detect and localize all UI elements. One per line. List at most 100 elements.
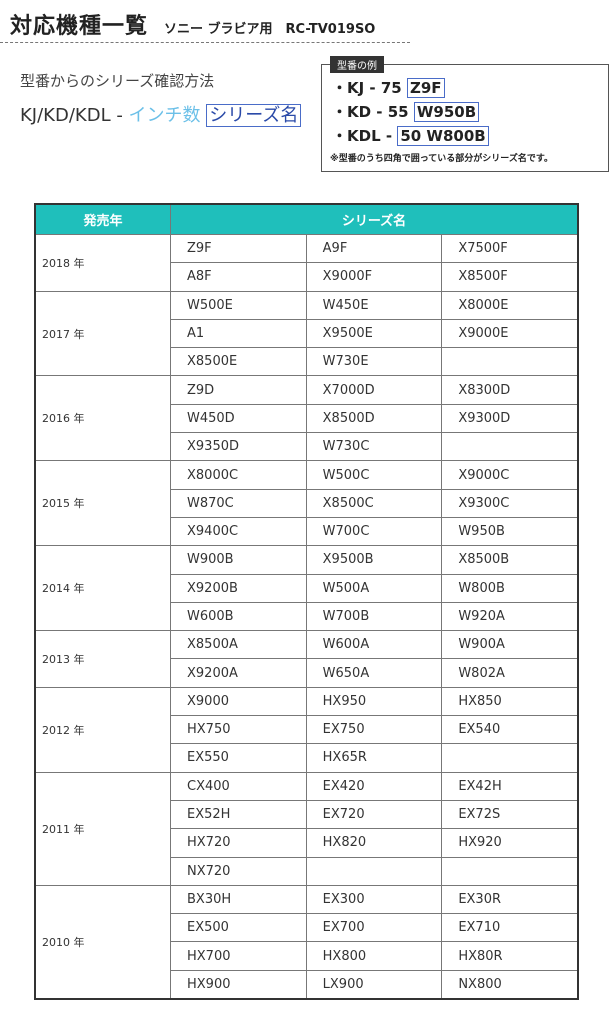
- example-prefix: ・KD - 55: [332, 103, 414, 121]
- example-note: ※型番のうち四角で囲っている部分がシリーズ名です。: [330, 154, 553, 164]
- table-row: 2016 年 Z9D X7000D X8300D: [34, 375, 579, 462]
- example-tag: 型番の例: [330, 56, 384, 73]
- table-row: EX500 EX700 EX710: [35, 913, 579, 943]
- series-cell: EX720: [305, 799, 443, 830]
- series-cell: W730E: [305, 347, 443, 377]
- example-series: W950B: [413, 102, 480, 122]
- page-title: 対応機種一覧: [10, 14, 149, 39]
- series-cell: EX540: [441, 715, 579, 745]
- series-cell: LX900: [305, 969, 443, 1000]
- series-cell: [441, 347, 579, 377]
- table-row: X9350D W730C: [35, 432, 579, 462]
- series-cell: EX750: [305, 715, 443, 745]
- series-cell: X7500F: [441, 233, 579, 264]
- series-cell: X9300C: [441, 488, 579, 518]
- table-row: 2017 年 W500E W450E X8000E: [34, 290, 579, 377]
- series-cell: W450D: [170, 403, 307, 434]
- series-cell: X9500E: [305, 318, 443, 349]
- series-cell: EX72S: [441, 799, 579, 830]
- series-cell: X9000E: [441, 318, 579, 349]
- table-row: EX52H EX720 EX72S: [35, 799, 579, 830]
- series-cell: A8F: [170, 262, 307, 292]
- example-box: 型番の例 ・KJ - 75 Z9F ・KD - 55 W950B ・KDL - …: [321, 56, 609, 172]
- series-cell: X8500D: [305, 403, 443, 434]
- series-cell: HX80R: [441, 941, 579, 971]
- table-row: X8500E W730E: [35, 347, 579, 377]
- table-row: 2014 年 W900B X9500B X8500B: [34, 545, 579, 632]
- table-row: HX750 EX750 EX540: [35, 715, 579, 745]
- series-cell: W500A: [305, 573, 443, 603]
- series-cell: HX65R: [305, 743, 443, 773]
- table-row: 2011 年 CX400 EX420 EX42H: [34, 771, 579, 886]
- series-cell: X8500A: [170, 630, 307, 660]
- series-cell: W730C: [305, 432, 443, 462]
- series-cell: BX30H: [170, 884, 307, 915]
- series-cell: HX820: [305, 828, 443, 858]
- series-cell: W600A: [305, 630, 443, 660]
- series-cell: X9200B: [170, 573, 307, 603]
- series-cell: EX30R: [441, 884, 579, 915]
- series-cell: X8300D: [441, 375, 579, 405]
- table-row: 2013 年 X8500A W600A W900A: [34, 630, 579, 688]
- year-cell: 2017 年: [34, 290, 171, 377]
- series-cell: HX700: [170, 941, 307, 971]
- series-cell: HX720: [170, 828, 307, 858]
- series-cell: X9500B: [305, 545, 443, 575]
- year-cell: 2012 年: [34, 686, 171, 773]
- series-cell: NX720: [170, 856, 307, 886]
- series-cell: Z9D: [170, 375, 307, 405]
- table-row: W600B W700B W920A: [35, 601, 579, 632]
- series-cell: EX300: [305, 884, 443, 915]
- format-series: シリーズ名: [206, 104, 302, 127]
- series-cell: [305, 856, 443, 886]
- series-cell: W450E: [305, 290, 443, 320]
- example-line: ・KJ - 75 Z9F: [332, 77, 445, 98]
- series-cell: EX500: [170, 913, 307, 943]
- table-row: HX700 HX800 HX80R: [35, 941, 579, 971]
- series-cell: EX700: [305, 913, 443, 943]
- series-cell: HX850: [441, 686, 579, 717]
- series-cell: X8000C: [170, 460, 307, 490]
- series-cell: [441, 432, 579, 462]
- page-subtitle: ソニー ブラビア用 RC-TV019SO: [164, 22, 376, 37]
- series-cell: A9F: [305, 233, 443, 264]
- compatibility-table: 発売年 シリーズ名 2018 年 Z9F A9F X7500F A8F X9000F X85…: [34, 203, 579, 1001]
- table-row: 2010 年 BX30H EX300 EX30R: [34, 884, 579, 1000]
- year-cell: 2018 年: [34, 234, 171, 292]
- series-cell: W802A: [441, 658, 579, 688]
- series-cell: X7000D: [305, 375, 443, 405]
- table-row: W870C X8500C X9300C: [35, 488, 579, 518]
- table-row: NX720: [35, 856, 579, 886]
- series-cell: W700B: [305, 601, 443, 632]
- series-cell: W900B: [170, 545, 307, 575]
- series-cell: HX750: [170, 715, 307, 745]
- format-prefix: KJ/KD/KDL -: [20, 105, 129, 126]
- series-cell: X9200A: [170, 658, 307, 688]
- series-cell: W900A: [441, 630, 579, 660]
- table-row: 2012 年 X9000 HX950 HX850: [34, 686, 579, 773]
- series-cell: W950B: [441, 516, 579, 547]
- series-cell: W920A: [441, 601, 579, 632]
- table-row: HX900 LX900 NX800: [35, 969, 579, 1000]
- dotted-divider: [0, 42, 410, 43]
- table-row: 2015 年 X8000C W500C X9000C: [34, 460, 579, 547]
- series-cell: HX900: [170, 969, 307, 1000]
- series-cell: X9300D: [441, 403, 579, 434]
- example-series: 50 W800B: [397, 126, 489, 146]
- series-cell: X8500E: [170, 347, 307, 377]
- series-cell: Z9F: [170, 233, 307, 264]
- series-cell: W650A: [305, 658, 443, 688]
- series-cell: A1: [170, 318, 307, 349]
- series-cell: HX800: [305, 941, 443, 971]
- example-line: ・KDL - 50 W800B: [332, 125, 489, 146]
- year-cell: 2010 年: [34, 884, 171, 1000]
- series-cell: X8500F: [441, 262, 579, 292]
- method-heading: 型番からのシリーズ確認方法: [20, 72, 215, 90]
- series-cell: X9400C: [170, 516, 307, 547]
- year-cell: 2015 年: [34, 460, 171, 547]
- year-cell: 2016 年: [34, 375, 171, 462]
- series-cell: EX710: [441, 913, 579, 943]
- example-series: Z9F: [406, 78, 445, 98]
- table-row: HX720 HX820 HX920: [35, 828, 579, 858]
- example-prefix: ・KJ - 75: [332, 79, 407, 97]
